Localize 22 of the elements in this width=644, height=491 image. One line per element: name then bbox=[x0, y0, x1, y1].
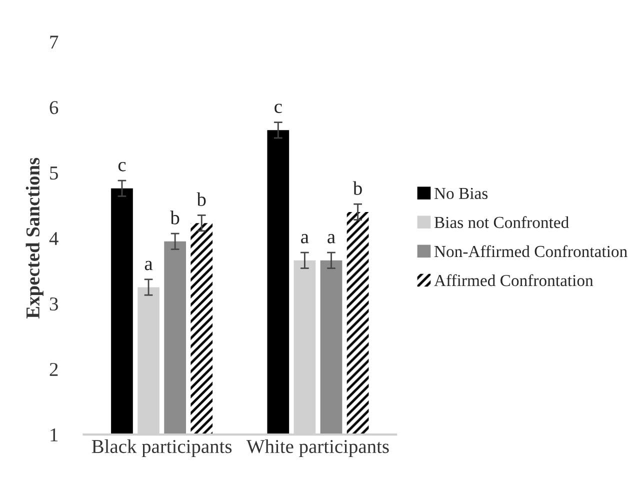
legend-label: No Bias bbox=[434, 188, 488, 200]
y-tick-label: 1 bbox=[50, 428, 58, 442]
y-tick-label: 2 bbox=[50, 362, 58, 376]
data-label: b bbox=[352, 181, 362, 195]
y-tick-label: 7 bbox=[50, 36, 58, 48]
legend-label: Non-Affirmed Confrontation bbox=[434, 245, 628, 258]
data-label: a bbox=[328, 234, 336, 244]
data-label: c bbox=[118, 162, 126, 172]
data-label: a bbox=[301, 234, 309, 244]
x-tick-label: Black participants bbox=[92, 439, 232, 458]
y-tick-label: 4 bbox=[49, 232, 58, 245]
y-tick-label: 3 bbox=[50, 297, 58, 311]
legend-label: Affirmed Confrontation bbox=[434, 274, 594, 286]
y-tick-label: 5 bbox=[50, 166, 58, 180]
data-label: b bbox=[170, 210, 180, 224]
x-tick-label: White participants bbox=[246, 439, 389, 458]
data-label: a bbox=[144, 260, 153, 270]
data-label: c bbox=[274, 104, 282, 114]
y-tick-label: 6 bbox=[50, 101, 58, 114]
legend-label: Bias not Confronted bbox=[434, 216, 569, 228]
y-axis-title: Expected Sanctions bbox=[26, 158, 44, 319]
data-label: b bbox=[196, 192, 206, 206]
